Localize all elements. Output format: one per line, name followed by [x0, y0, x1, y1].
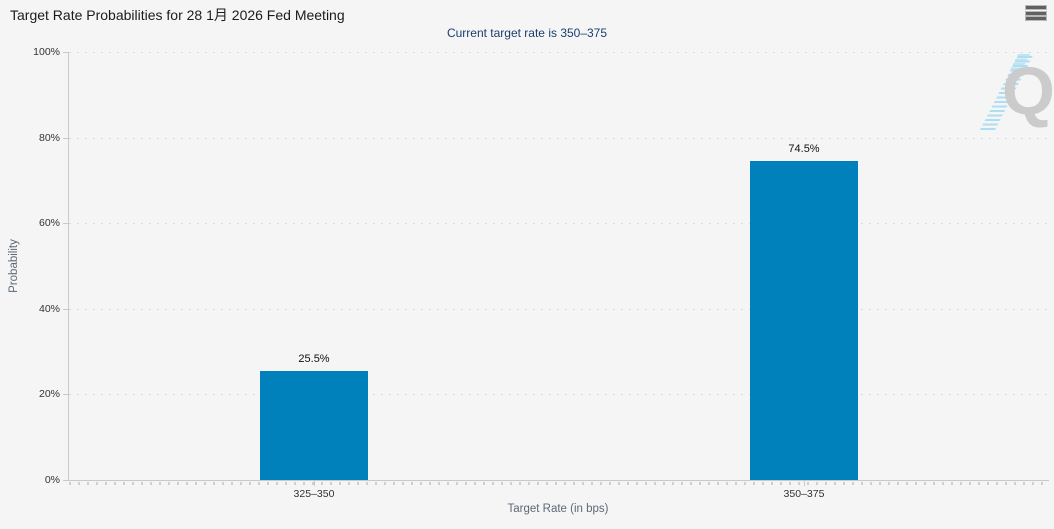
y-axis-tick-label: 20% — [38, 388, 60, 401]
y-axis-tick-label: 100% — [33, 46, 60, 58]
x-axis-category-label: 350–375 — [783, 488, 825, 500]
probability-bar[interactable] — [750, 161, 858, 480]
y-axis-tick — [63, 137, 69, 139]
y-axis-tick-label: 40% — [38, 302, 60, 315]
y-axis-tick — [63, 52, 69, 53]
y-axis-tick-label: 0% — [44, 474, 60, 486]
y-axis-tick-label: 80% — [38, 131, 60, 144]
y-axis-tick-label: 60% — [38, 217, 60, 230]
y-axis-tick — [63, 394, 69, 396]
y-gridline — [69, 223, 1049, 225]
probability-bar[interactable] — [260, 370, 368, 480]
x-axis-minor-ticks — [69, 482, 1049, 485]
y-gridline — [69, 308, 1049, 310]
plot-area: 0% 20% 40% 60% 80% 100% 25.5% 325–350 74.5% 350–3… — [33, 46, 1049, 500]
hamburger-menu-icon[interactable] — [1026, 6, 1046, 20]
hamburger-bar — [1026, 17, 1046, 20]
x-axis-tick — [314, 481, 315, 486]
hamburger-bar — [1026, 6, 1046, 9]
y-axis-title: Probability — [8, 239, 20, 293]
x-axis-tick — [804, 481, 805, 486]
y-axis-tick — [63, 308, 69, 310]
y-axis-tick — [63, 480, 69, 481]
y-axis-tick — [63, 223, 69, 225]
y-gridline — [69, 52, 1049, 53]
x-axis-title: Target Rate (in bps) — [507, 503, 609, 515]
chart-title: Target Rate Probabilities for 28 1月 2026… — [10, 7, 345, 23]
hamburger-bar — [1026, 11, 1046, 15]
y-gridline — [69, 394, 1049, 396]
bar-value-label: 25.5% — [298, 352, 330, 365]
bar-value-label: 74.5% — [788, 143, 820, 156]
chart-subtitle: Current target rate is 350–375 — [446, 26, 608, 40]
y-gridline — [69, 137, 1049, 139]
x-axis-category-label: 325–350 — [293, 488, 335, 500]
